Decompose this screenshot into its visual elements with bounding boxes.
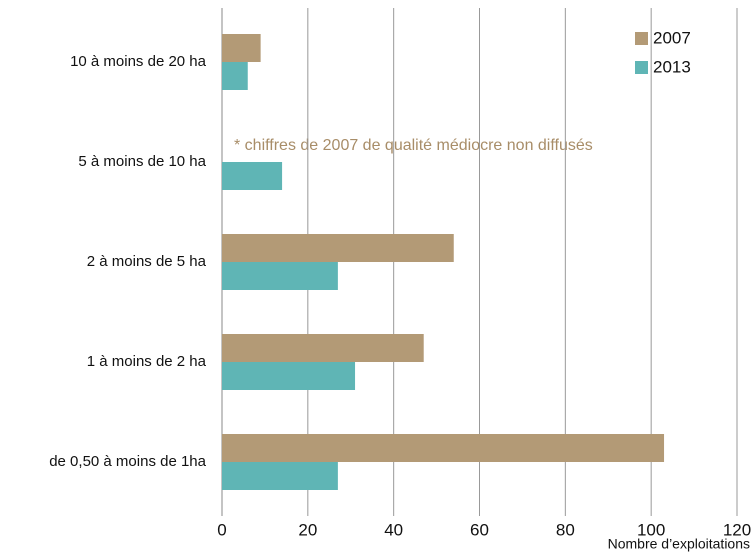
x-tick-label: 40: [384, 520, 403, 539]
x-tick-label: 0: [217, 520, 226, 539]
y-tick-label: 2 à moins de 5 ha: [87, 253, 207, 270]
x-axis-label: Nombre d’exploitations: [608, 536, 750, 552]
bar: [222, 362, 356, 390]
bar: [222, 334, 424, 362]
x-tick-label: 20: [298, 520, 317, 539]
legend-swatch: [635, 61, 648, 74]
x-tick-label: 80: [556, 520, 575, 539]
y-tick-label: 5 à moins de 10 ha: [78, 153, 206, 170]
x-tick-label: 60: [470, 520, 489, 539]
bar: [222, 62, 248, 90]
bar: [222, 34, 261, 62]
y-tick-label: 1 à moins de 2 ha: [87, 353, 207, 370]
legend-swatch: [635, 32, 648, 45]
legend-label: 2007: [653, 28, 691, 47]
bar: [222, 234, 454, 262]
bar: [222, 434, 665, 462]
bar: [222, 162, 283, 190]
bar: [222, 462, 338, 490]
x-tick-label: 120: [723, 520, 751, 539]
x-tick-label: 100: [637, 520, 665, 539]
y-tick-label: de 0,50 à moins de 1ha: [49, 453, 206, 470]
y-tick-label: 10 à moins de 20 ha: [70, 53, 207, 70]
bar: [222, 262, 338, 290]
annotation: * chiffres de 2007 de qualité médiocre n…: [234, 137, 593, 154]
legend-label: 2013: [653, 57, 691, 76]
